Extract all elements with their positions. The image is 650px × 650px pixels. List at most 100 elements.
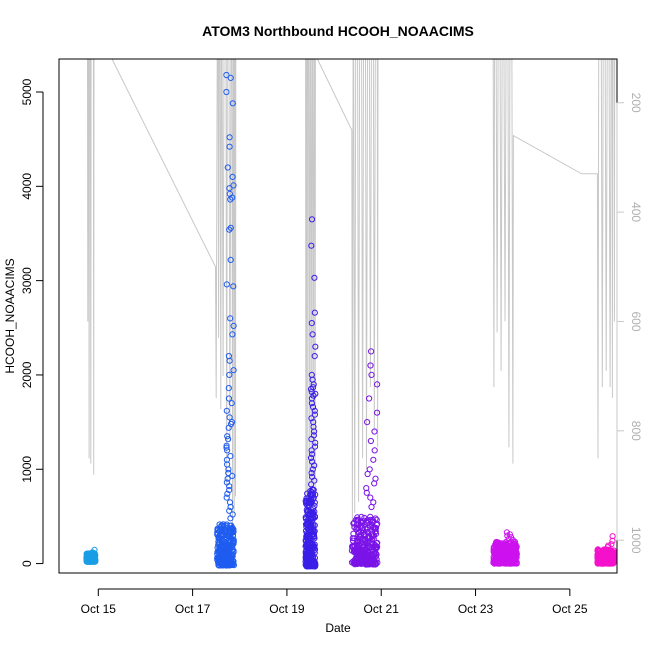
data-point — [226, 143, 233, 150]
data-point — [307, 386, 315, 393]
data-point — [354, 524, 361, 531]
data-point — [311, 443, 319, 450]
data-point — [363, 489, 370, 496]
data-point — [223, 281, 230, 288]
y-tick-label: 4000 — [20, 173, 34, 200]
data-point — [373, 543, 380, 550]
data-point — [229, 173, 236, 180]
right-tick-label: 800 — [629, 421, 643, 441]
data-point — [608, 541, 615, 548]
data-point — [311, 309, 318, 316]
data-point — [370, 524, 377, 531]
data-point — [310, 432, 317, 439]
data-point — [225, 395, 232, 402]
data-point — [505, 546, 512, 553]
data-point — [88, 550, 96, 557]
x-tick-label: Oct 21 — [364, 602, 400, 616]
data-point — [368, 536, 375, 543]
data-point — [228, 400, 235, 407]
data-point — [311, 411, 318, 418]
data-point — [225, 466, 232, 473]
data-point — [351, 546, 358, 553]
data-point — [371, 480, 378, 487]
data-point — [309, 562, 316, 569]
data-point — [225, 436, 232, 443]
data-point — [226, 134, 233, 141]
data-point — [230, 540, 237, 547]
data-point — [306, 535, 313, 542]
data-point — [302, 548, 309, 555]
data-point — [308, 481, 315, 488]
data-point — [302, 538, 310, 545]
right-tick-label: 200 — [629, 93, 643, 113]
data-point — [223, 522, 230, 529]
y-tick-label: 3000 — [20, 267, 34, 294]
data-point — [309, 550, 316, 557]
data-point — [311, 513, 318, 520]
data-point — [368, 533, 376, 540]
data-point — [505, 557, 512, 564]
data-point — [372, 561, 379, 568]
data-point — [224, 447, 231, 454]
data-point — [227, 315, 234, 322]
data-point — [354, 514, 361, 521]
data-point — [358, 551, 365, 558]
data-point — [230, 367, 237, 374]
data-point — [230, 547, 237, 554]
data-point — [310, 381, 317, 388]
data-point — [224, 490, 231, 497]
data-point — [354, 535, 361, 542]
data-point — [308, 388, 315, 395]
right-axis: 200 400 600 800 1000 — [616, 93, 643, 554]
data-point — [85, 550, 92, 557]
data-points-layer — [83, 71, 618, 570]
data-point — [493, 548, 500, 555]
data-point — [308, 400, 315, 407]
flight-series-1 — [83, 546, 99, 565]
data-point — [497, 552, 504, 560]
data-point — [230, 283, 237, 290]
x-tick-label: Oct 19 — [269, 602, 305, 616]
data-point — [491, 559, 498, 567]
data-point — [229, 331, 236, 338]
data-point — [370, 456, 377, 463]
data-point — [308, 320, 315, 327]
data-point — [226, 185, 233, 192]
x-axis: Oct 15 Oct 17 Oct 19 Oct 21 Oct 23 Oct 25 — [81, 588, 588, 616]
x-tick-label: Oct 23 — [458, 602, 494, 616]
data-point — [374, 409, 381, 416]
data-point — [224, 561, 231, 569]
data-point — [597, 552, 604, 559]
data-point — [374, 381, 381, 388]
data-point — [226, 226, 233, 233]
data-point — [311, 353, 318, 360]
y-tick-label: 2000 — [20, 361, 34, 388]
data-point — [307, 491, 314, 498]
data-point — [230, 536, 237, 543]
data-point — [226, 562, 233, 569]
data-point — [308, 469, 315, 477]
data-point — [353, 554, 360, 561]
data-point — [371, 447, 378, 454]
data-point — [372, 544, 379, 551]
data-point — [357, 519, 365, 526]
data-point — [508, 560, 515, 567]
data-point — [372, 515, 379, 522]
data-point — [307, 454, 315, 461]
data-point — [223, 444, 230, 451]
data-point — [311, 522, 318, 529]
data-point — [305, 519, 312, 526]
x-axis-label: Date — [325, 621, 351, 635]
data-point — [307, 508, 314, 515]
flight-series-3 — [302, 216, 319, 570]
y-axis-label: HCOOH_NOAACIMS — [3, 258, 17, 373]
data-point — [226, 483, 233, 490]
right-tick-label: 600 — [629, 311, 643, 331]
data-point — [308, 242, 315, 249]
data-point — [225, 424, 232, 431]
data-point — [602, 548, 609, 555]
data-point — [368, 503, 375, 511]
data-point — [367, 494, 374, 501]
data-point — [608, 547, 615, 555]
data-point — [359, 560, 366, 567]
